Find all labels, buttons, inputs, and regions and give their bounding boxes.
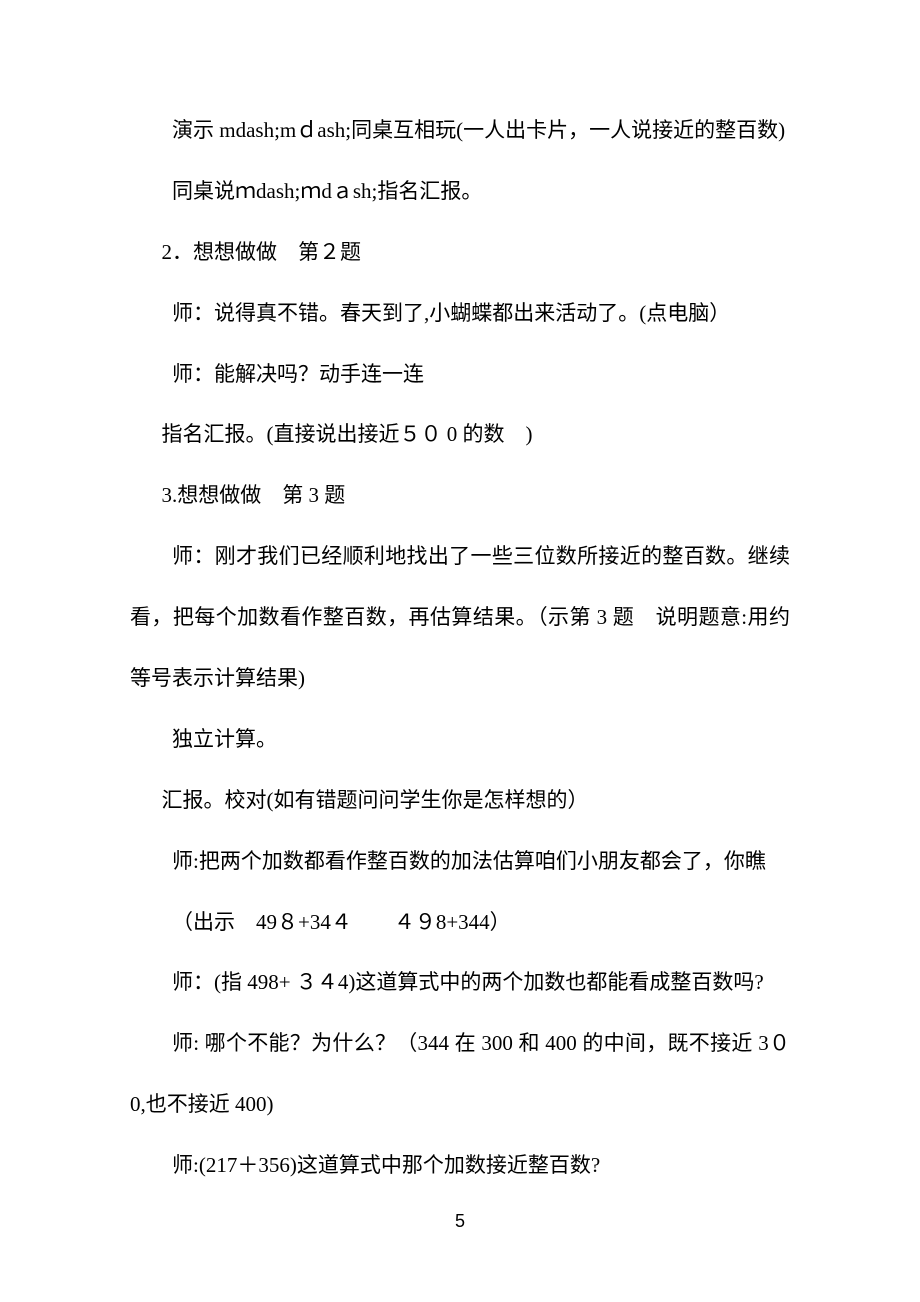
paragraph-3: 2．想想做做 第２题 (130, 222, 790, 283)
paragraph-9: 独立计算。 (130, 709, 790, 770)
page-number: 5 (0, 1211, 920, 1232)
paragraph-8: 师：刚才我们已经顺利地找出了一些三位数所接近的整百数。继续看，把每个加数看作整百… (130, 526, 790, 709)
paragraph-13: 师：(指 498+ ３４4)这道算式中的两个加数也都能看成整百数吗? (130, 952, 790, 1013)
paragraph-1: 演示 mdash;mｄash;同桌互相玩(一人出卡片，一人说接近的整百数) (130, 100, 790, 161)
paragraph-14: 师: 哪个不能？为什么？（344 在 300 和 400 的中间，既不接近 3０… (130, 1013, 790, 1135)
paragraph-2: 同桌说ｍdash;ｍdａsh;指名汇报。 (130, 161, 790, 222)
document-page: 演示 mdash;mｄash;同桌互相玩(一人出卡片，一人说接近的整百数) 同桌… (0, 0, 920, 1256)
paragraph-7: 3.想想做做 第 3 题 (130, 465, 790, 526)
paragraph-5: 师：能解决吗？动手连一连 (130, 344, 790, 405)
paragraph-10: 汇报。校对(如有错题问问学生你是怎样想的） (130, 770, 790, 831)
paragraph-4: 师：说得真不错。春天到了,小蝴蝶都出来活动了。(点电脑） (130, 283, 790, 344)
paragraph-11: 师:把两个加数都看作整百数的加法估算咱们小朋友都会了，你瞧 (130, 831, 790, 892)
paragraph-15: 师:(217＋356)这道算式中那个加数接近整百数? (130, 1135, 790, 1196)
paragraph-12: （出示 49８+34４ ４９8+344） (130, 892, 790, 953)
paragraph-6: 指名汇报。(直接说出接近５０ 0 的数 ) (130, 404, 790, 465)
